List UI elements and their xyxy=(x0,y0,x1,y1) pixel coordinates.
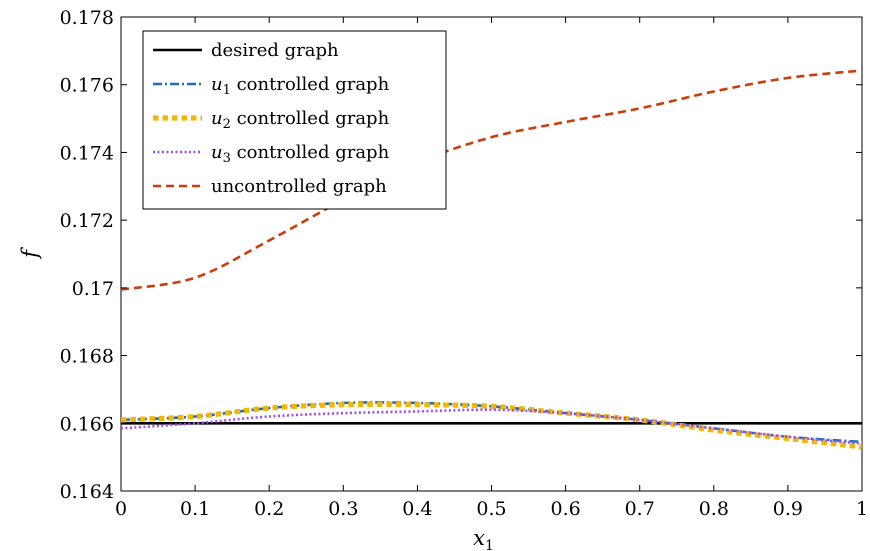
legend-label: u3 controlled graph xyxy=(211,142,390,166)
y-tick-label: 0.174 xyxy=(60,142,114,164)
x-tick-label: 0.4 xyxy=(402,498,432,520)
series-line-5 xyxy=(121,69,862,291)
legend-label: u2 controlled graph xyxy=(211,108,390,132)
legend-label: uncontrolled graph xyxy=(211,176,387,197)
x-axis-label: x1 xyxy=(473,526,494,551)
y-tick-label: 0.176 xyxy=(60,75,114,97)
y-tick-label: 0.178 xyxy=(60,7,114,29)
y-tick-label: 0.172 xyxy=(60,210,114,232)
y-tick-label: 0.164 xyxy=(60,481,114,503)
y-tick-label: 0.17 xyxy=(72,278,114,300)
legend-label: u1 controlled graph xyxy=(211,74,390,98)
x-tick-label: 0.2 xyxy=(254,498,284,520)
legend: desired graph u1 controlled graph u2 contr… xyxy=(142,30,447,210)
x-tick-label: 0.9 xyxy=(773,498,803,520)
x-tick-label: 0 xyxy=(115,498,127,520)
x-tick-label: 0.8 xyxy=(699,498,729,520)
ticks-layer: 0 0.1 0.2 0.3 0.4 0.5 0.6 0.7 0.8 0.9 1 0.164 0.166 0… xyxy=(60,7,868,520)
x-tick-label: 0.7 xyxy=(625,498,655,520)
y-axis-label: f xyxy=(18,247,42,260)
x-tick-label: 0.1 xyxy=(180,498,210,520)
x-tick-label: 0.5 xyxy=(476,498,506,520)
y-tick-label: 0.166 xyxy=(60,413,114,435)
axis-labels: x1 f xyxy=(18,247,494,551)
x-tick-label: 0.6 xyxy=(550,498,580,520)
x-tick-label: 0.3 xyxy=(328,498,358,520)
series-line-3 xyxy=(121,401,862,450)
x-tick-label: 1 xyxy=(856,498,868,520)
legend-label: desired graph xyxy=(211,40,339,61)
y-tick-label: 0.168 xyxy=(60,346,114,368)
series-line-4 xyxy=(121,408,862,445)
series-layer xyxy=(121,69,862,450)
